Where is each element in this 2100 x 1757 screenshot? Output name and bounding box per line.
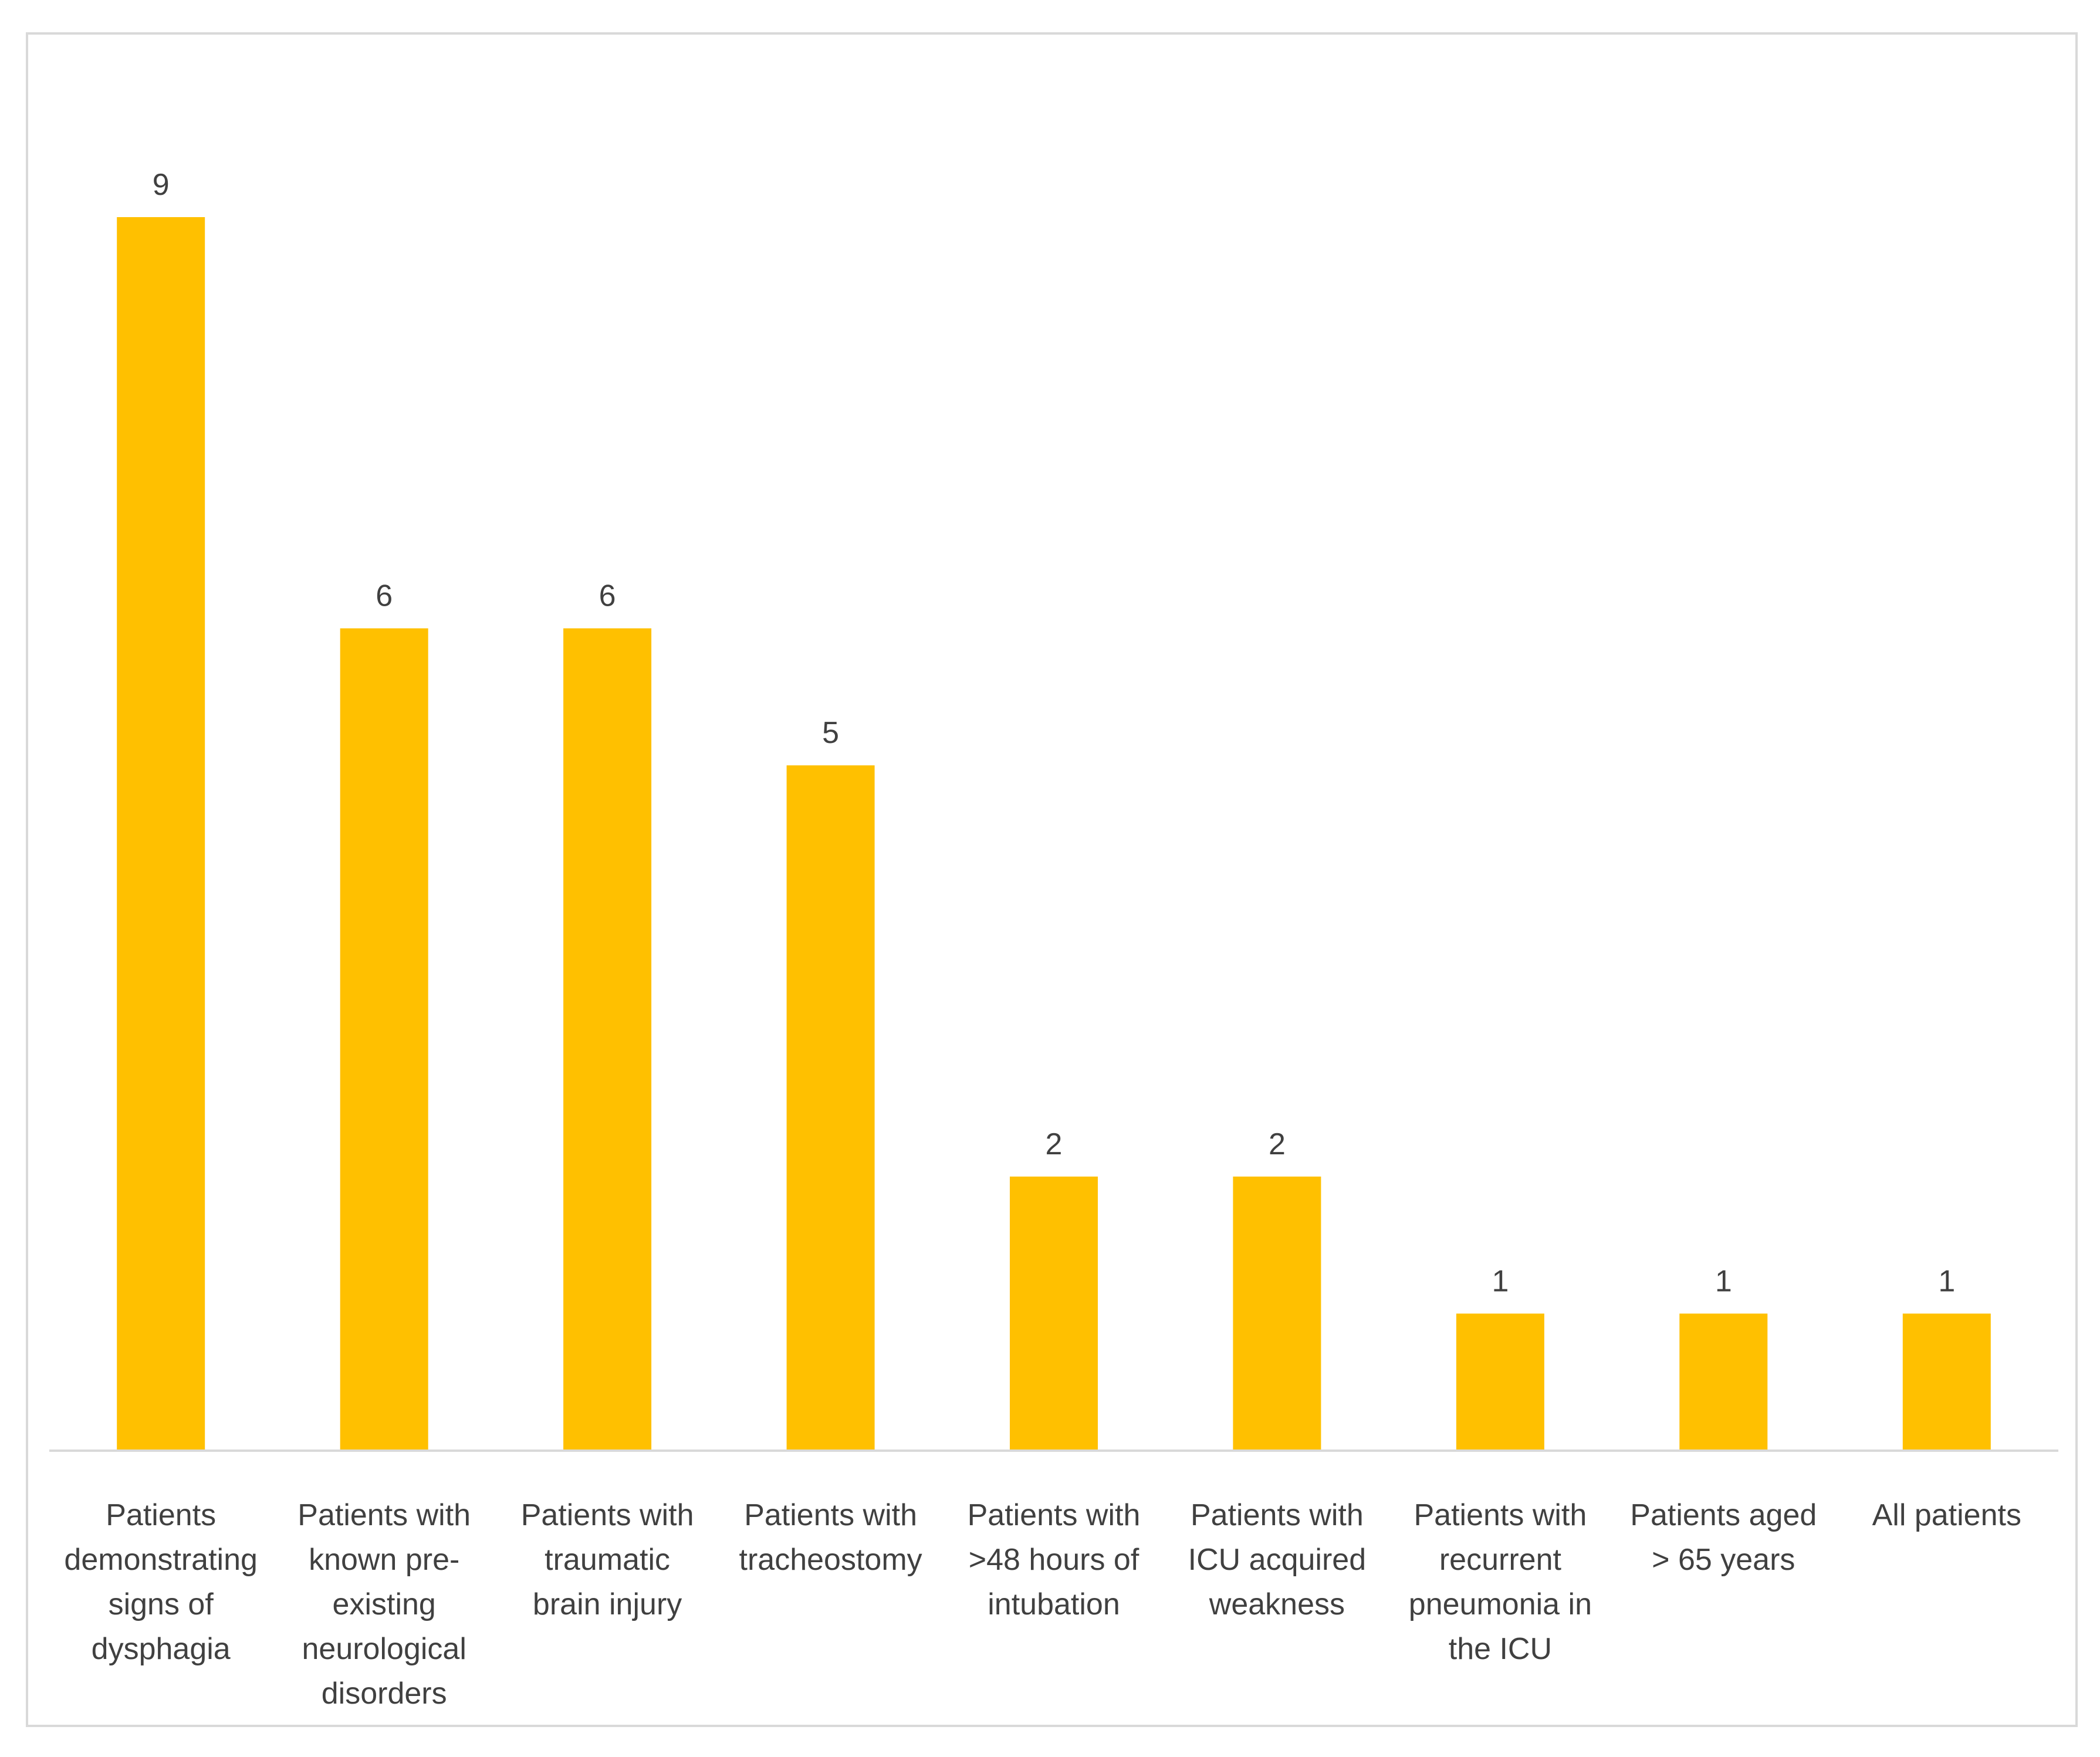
- bar-7: [1456, 1313, 1544, 1451]
- category-label-line: weakness: [1209, 1587, 1345, 1621]
- value-label-5: 2: [1046, 1127, 1063, 1161]
- chart-frame: 9 6 6 5 2 2 1 1 1 Patients demonstrating signs of d…: [26, 32, 2078, 1727]
- category-label-line: Patients with: [1413, 1498, 1587, 1532]
- category-label-line: intubation: [988, 1587, 1120, 1621]
- bar-3: [563, 628, 652, 1451]
- category-label-4: Patients with tracheostomy: [739, 1498, 922, 1577]
- bar-chart: 9 6 6 5 2 2 1 1 1 Patients demonstrating signs of d…: [49, 168, 2058, 1711]
- category-label-line: neurological: [302, 1632, 466, 1666]
- bar-8: [1679, 1313, 1768, 1451]
- value-label-1: 9: [153, 168, 170, 202]
- category-label-line: Patients with: [521, 1498, 694, 1532]
- category-label-line: >48 hours of: [969, 1543, 1139, 1577]
- category-label-line: Patients with: [297, 1498, 471, 1532]
- category-label-line: ICU acquired: [1188, 1543, 1366, 1577]
- category-label-8: Patients aged > 65 years: [1630, 1498, 1817, 1577]
- category-label-1: Patients demonstrating signs of dysphagia: [64, 1498, 258, 1666]
- bar-4: [786, 765, 875, 1451]
- category-label-line: traumatic: [545, 1543, 670, 1577]
- category-label-6: Patients with ICU acquired weakness: [1188, 1498, 1366, 1621]
- category-label-line: All patients: [1872, 1498, 2021, 1532]
- bar-6: [1233, 1176, 1321, 1451]
- category-label-2: Patients with known pre-existing neurologi…: [297, 1498, 471, 1711]
- value-label-9: 1: [1938, 1264, 1955, 1298]
- value-label-2: 6: [376, 579, 393, 613]
- category-label-line: dysphagia: [92, 1632, 231, 1666]
- category-label-line: pneumonia in: [1409, 1587, 1592, 1621]
- category-label-line: signs of: [109, 1587, 214, 1621]
- value-label-8: 1: [1715, 1264, 1732, 1298]
- category-label-line: Patients with: [968, 1498, 1141, 1532]
- value-labels-layer: 9 6 6 5 2 2 1 1 1: [153, 168, 1956, 1298]
- bars-layer: [117, 217, 1991, 1451]
- bar-9: [1902, 1313, 1991, 1451]
- category-label-line: existing: [333, 1587, 436, 1621]
- value-label-4: 5: [822, 716, 839, 750]
- bar-2: [340, 628, 428, 1451]
- category-label-line: Patients with: [1191, 1498, 1364, 1532]
- bar-1: [117, 217, 205, 1451]
- category-label-line: demonstrating: [64, 1543, 258, 1577]
- category-label-9: All patients: [1872, 1498, 2021, 1532]
- category-label-5: Patients with >48 hours of intubation: [968, 1498, 1141, 1621]
- category-label-line: recurrent: [1439, 1543, 1562, 1577]
- category-label-line: brain injury: [533, 1587, 682, 1621]
- value-label-7: 1: [1492, 1264, 1509, 1298]
- category-label-7: Patients with recurrent pneumonia in the IC…: [1409, 1498, 1592, 1666]
- category-label-line: Patients with: [744, 1498, 917, 1532]
- category-label-line: Patients: [106, 1498, 216, 1532]
- value-label-6: 2: [1269, 1127, 1286, 1161]
- category-label-line: Patients aged: [1630, 1498, 1817, 1532]
- category-label-line: known pre-: [309, 1543, 459, 1577]
- category-label-line: disorders: [322, 1677, 447, 1711]
- category-label-line: the ICU: [1449, 1632, 1552, 1666]
- category-label-3: Patients with traumatic brain injury: [521, 1498, 694, 1621]
- value-label-3: 6: [599, 579, 616, 613]
- category-label-line: > 65 years: [1652, 1543, 1795, 1577]
- category-labels-layer: Patients demonstrating signs of dysphagiaPa…: [64, 1498, 2021, 1711]
- category-label-line: tracheostomy: [739, 1543, 922, 1577]
- bar-5: [1010, 1176, 1098, 1451]
